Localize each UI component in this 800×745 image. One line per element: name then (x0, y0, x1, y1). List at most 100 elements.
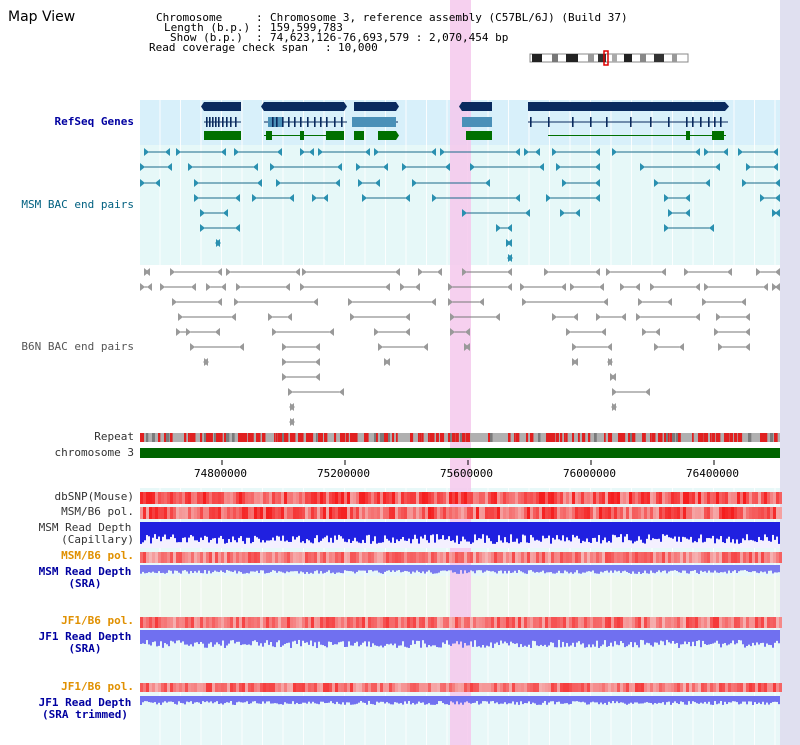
jf1-trim-depth-bin (234, 696, 236, 705)
msm-pol2-bin (776, 552, 779, 563)
track-label-jf1-depth-sra-1[interactable]: JF1 Read Depth (38, 630, 132, 643)
track-label-msm-depth-sra-1[interactable]: MSM Read Depth (38, 565, 132, 578)
jf1-pol-bin (743, 617, 746, 628)
msm-sra-depth-bin (386, 565, 388, 571)
bac-end-marker (315, 358, 320, 366)
jf1-sra-depth-bin (626, 630, 628, 647)
jf1-pol-bin (779, 617, 782, 628)
msm-sra-depth-bin (444, 565, 446, 571)
jf1-pol2-bin (290, 683, 293, 692)
msm-sra-depth-bin (216, 565, 218, 572)
bac-end-marker (773, 148, 778, 156)
jf1-pol2-bin (155, 683, 158, 692)
jf1-sra-depth-bin (598, 630, 600, 648)
msm-capillary-depth-bin (418, 522, 420, 544)
jf1-sra-depth-bin (648, 630, 650, 644)
msm-pol2-bin (263, 552, 266, 563)
bac-end-marker (385, 358, 390, 366)
bac-end-marker (727, 268, 732, 276)
msm-capillary-depth-bin (518, 522, 520, 544)
msm-bac-end-pairs[interactable] (140, 148, 780, 262)
track-label-msm-b6-pol-1[interactable]: MSM/B6 pol. (61, 505, 134, 518)
chromosome-bar[interactable] (140, 448, 780, 458)
track-label-refseq[interactable]: RefSeq Genes (54, 115, 134, 128)
jf1-pol2-bin (164, 683, 167, 692)
bac-end-marker (685, 194, 690, 202)
bac-end-marker (607, 343, 612, 351)
dbsnp-bin (494, 492, 497, 504)
msm-pol-bin (299, 507, 302, 519)
bac-end-marker (611, 403, 616, 411)
depth-tracks[interactable] (140, 522, 780, 705)
heat-tracks[interactable] (140, 492, 782, 692)
jf1-trim-depth-bin (192, 696, 194, 704)
jf1-sra-depth-bin (410, 630, 412, 645)
dbsnp-bin (185, 492, 188, 504)
jf1-sra-depth-bin (640, 630, 642, 640)
jf1-pol2-bin (197, 683, 200, 692)
jf1-trim-depth-bin (682, 696, 684, 703)
msm-pol-bin (200, 507, 203, 519)
jf1-sra-depth-bin (716, 630, 718, 641)
exon-mark (341, 117, 343, 127)
jf1-trim-depth-bin (480, 696, 482, 704)
msm-pol-bin (575, 507, 578, 519)
jf1-pol2-bin (467, 683, 470, 692)
jf1-sra-depth-bin (170, 630, 172, 641)
msm-capillary-depth-bin (422, 522, 424, 539)
track-label-jf1-b6-pol-1[interactable]: JF1/B6 pol. (61, 614, 134, 627)
msm-sra-depth-bin (480, 565, 482, 571)
jf1-sra-depth-bin (318, 630, 320, 642)
track-label-chromosome[interactable]: chromosome 3 (54, 446, 134, 459)
msm-sra-depth-bin (556, 565, 558, 573)
msm-pol-bin (443, 507, 446, 519)
refseq-gene-models[interactable] (201, 102, 729, 140)
track-label-dbsnp[interactable]: dbSNP(Mouse) (54, 490, 134, 503)
b6n-bac-end-pairs[interactable] (140, 268, 780, 426)
jf1-pol-bin (239, 617, 242, 628)
bac-end-marker (595, 163, 600, 171)
msm-capillary-depth-bin (550, 522, 552, 544)
track-label-repeat[interactable]: Repeat (94, 430, 134, 443)
msm-pol-bin (263, 507, 266, 519)
bac-end-marker (595, 148, 600, 156)
jf1-trim-depth-bin (640, 696, 642, 704)
jf1-sra-depth-bin (466, 630, 468, 646)
msm-sra-depth-bin (370, 565, 372, 571)
repeat-element (284, 433, 288, 442)
track-label-msm-depth-cap-1[interactable]: MSM Read Depth (38, 521, 132, 534)
msm-sra-depth-bin (550, 565, 552, 573)
jf1-pol-bin (140, 617, 143, 628)
jf1-sra-depth-bin (398, 630, 400, 646)
dbsnp-bin (161, 492, 164, 504)
jf1-pol2-bin (251, 683, 254, 692)
jf1-trim-depth-bin (472, 696, 474, 704)
msm-pol2-bin (698, 552, 701, 563)
track-label-b6n-bac[interactable]: B6N BAC end pairs (21, 340, 134, 353)
msm-pol-bin (476, 507, 479, 519)
msm-pol2-bin (395, 552, 398, 563)
msm-pol2-bin (167, 552, 170, 563)
dbsnp-bin (779, 492, 782, 504)
msm-capillary-depth-bin (290, 522, 292, 542)
chromosome-ideogram[interactable] (529, 50, 689, 66)
track-label-jf1-b6-pol-2[interactable]: JF1/B6 pol. (61, 680, 134, 693)
msm-pol-bin (419, 507, 422, 519)
jf1-sra-depth-bin (342, 630, 344, 642)
msm-sra-depth-bin (446, 565, 448, 572)
jf1-sra-depth-bin (392, 630, 394, 646)
msm-capillary-depth-bin (460, 522, 462, 542)
track-label-jf1-depth-trim-1[interactable]: JF1 Read Depth (38, 696, 132, 709)
repeat-element (204, 433, 207, 442)
repeat-element (146, 433, 149, 442)
bac-end-marker (745, 328, 750, 336)
jf1-trim-depth-bin (596, 696, 598, 703)
dbsnp-bin (365, 492, 368, 504)
repeat-track[interactable] (140, 433, 780, 442)
bac-end-marker (272, 328, 277, 336)
track-label-msm-bac[interactable]: MSM BAC end pairs (21, 198, 134, 211)
jf1-pol2-bin (617, 683, 620, 692)
repeat-element (712, 433, 716, 442)
track-label-msm-b6-pol-2[interactable]: MSM/B6 pol. (61, 549, 134, 562)
